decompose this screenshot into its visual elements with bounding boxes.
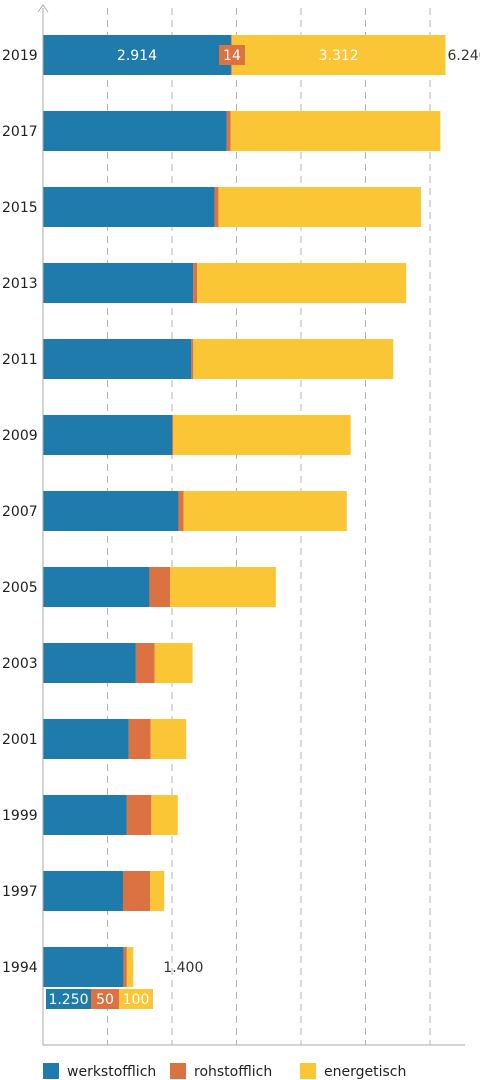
data-label-rohstofflich: 14 [223, 48, 241, 64]
bar-werkstofflich-1997 [43, 871, 123, 911]
bar-werkstofflich-1999 [43, 795, 127, 835]
bar-werkstofflich-2007 [43, 491, 179, 531]
bar-energetisch-2019 [231, 35, 446, 75]
category-labels: 2019 2017 2015 2013 2011 2009 2007 2005 2003 2001… [2, 48, 38, 976]
legend-label-energetisch: energetisch [324, 1064, 406, 1080]
category-label-2019: 2019 [2, 48, 38, 64]
bar-rohstofflich-2001 [128, 719, 151, 759]
bar-energetisch-2003 [154, 643, 193, 683]
bar-werkstofflich-2003 [43, 643, 136, 683]
category-label-2009: 2009 [2, 428, 38, 444]
data-label-box-rohstofflich [91, 989, 119, 1009]
data-label-box-rohstofflich [218, 45, 245, 65]
bar-werkstofflich-2009 [43, 415, 172, 455]
category-label-2003: 2003 [2, 656, 38, 672]
bar-rohstofflich-2015 [214, 187, 219, 227]
data-labels: 2.914 14 3.312 6.240 1.250 50 100 1.400 [46, 45, 480, 1009]
bar-werkstofflich-2011 [43, 339, 192, 379]
legend-swatch-energetisch [300, 1063, 316, 1079]
bar-werkstofflich-2017 [43, 111, 227, 151]
category-label-2005: 2005 [2, 580, 38, 596]
legend-label-rohstofflich: rohstofflich [194, 1064, 272, 1080]
bar-energetisch-2001 [150, 719, 187, 759]
bar-rohstofflich-1994 [123, 947, 127, 987]
bar-rohstofflich-1999 [126, 795, 152, 835]
bar-werkstofflich-2013 [43, 263, 194, 303]
bar-werkstofflich-1994 [43, 947, 124, 987]
bar-werkstofflich-2001 [43, 719, 129, 759]
legend-label-werkstofflich: werkstofflich [67, 1064, 156, 1080]
bar-energetisch-2007 [183, 491, 347, 531]
bar-rohstofflich-2009 [172, 415, 174, 455]
bar-werkstofflich-2005 [43, 567, 150, 607]
category-label-1997: 1997 [2, 884, 38, 900]
data-label-total: 6.240 [447, 48, 480, 64]
category-label-1999: 1999 [2, 808, 38, 824]
category-label-2015: 2015 [2, 200, 38, 216]
bar-energetisch-2009 [173, 415, 351, 455]
legend-swatch-werkstofflich [43, 1063, 59, 1079]
category-label-2007: 2007 [2, 504, 38, 520]
category-label-1994: 1994 [2, 960, 38, 976]
bar-rohstofflich-2011 [191, 339, 194, 379]
bar-energetisch-2013 [197, 263, 407, 303]
bar-energetisch-1999 [151, 795, 178, 835]
bar-rohstofflich-1997 [122, 871, 151, 911]
bar-rohstofflich-2017 [226, 111, 231, 151]
bar-rohstofflich-2005 [149, 567, 171, 607]
data-label-werkstofflich: 2.914 [117, 48, 157, 64]
category-label-2013: 2013 [2, 276, 38, 292]
bar-energetisch-2011 [193, 339, 394, 379]
bar-energetisch-1997 [150, 871, 165, 911]
data-label-rohstofflich: 50 [96, 992, 114, 1008]
category-label-2011: 2011 [2, 352, 38, 368]
data-label-box-werkstofflich [46, 989, 91, 1009]
bar-rohstofflich-2007 [178, 491, 184, 531]
bars [43, 35, 446, 987]
bar-rohstofflich-2013 [193, 263, 198, 303]
data-label-energetisch: 100 [123, 992, 150, 1008]
legend: werkstofflich rohstofflich energetisch [43, 1063, 406, 1080]
bar-rohstofflich-2003 [135, 643, 155, 683]
bar-energetisch-2017 [230, 111, 441, 151]
bar-werkstofflich-2019 [43, 35, 231, 75]
bar-energetisch-1994 [126, 947, 134, 987]
legend-swatch-rohstofflich [170, 1063, 186, 1079]
category-label-2017: 2017 [2, 124, 38, 140]
y-axis-arrow [37, 4, 49, 13]
data-label-energetisch: 3.312 [319, 48, 359, 64]
data-label-total: 1.400 [163, 960, 203, 976]
bar-energetisch-2005 [170, 567, 276, 607]
bar-werkstofflich-2015 [43, 187, 215, 227]
data-label-box-energetisch [119, 989, 153, 1009]
bar-energetisch-2015 [218, 187, 421, 227]
category-label-2001: 2001 [2, 732, 38, 748]
data-label-werkstofflich: 1.250 [48, 992, 88, 1008]
